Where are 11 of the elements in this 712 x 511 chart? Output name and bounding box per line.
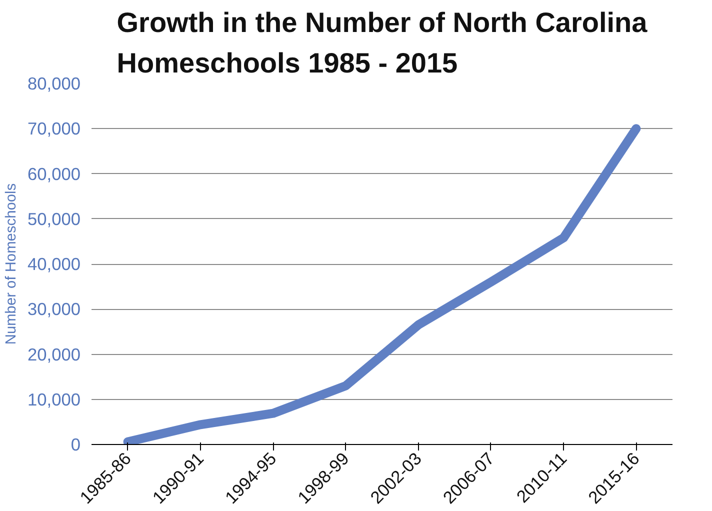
y-tick-label: 40,000 bbox=[28, 254, 80, 274]
y-tick-label: 30,000 bbox=[28, 299, 80, 320]
chart-title: Growth in the Number of North Carolina Homeschools 1985 - 2015 bbox=[116, 7, 648, 78]
y-tick-label: 50,000 bbox=[28, 208, 80, 229]
y-tick-label: 20,000 bbox=[28, 344, 80, 364]
y-axis-title: Number of Homeschools bbox=[4, 183, 20, 345]
y-tick-label: 80,000 bbox=[28, 74, 80, 94]
y-tick-label: 70,000 bbox=[28, 118, 80, 139]
y-tick-label: 10,000 bbox=[28, 389, 80, 410]
y-tick-label: 60,000 bbox=[28, 164, 80, 184]
y-tick-label: 0 bbox=[70, 434, 81, 454]
